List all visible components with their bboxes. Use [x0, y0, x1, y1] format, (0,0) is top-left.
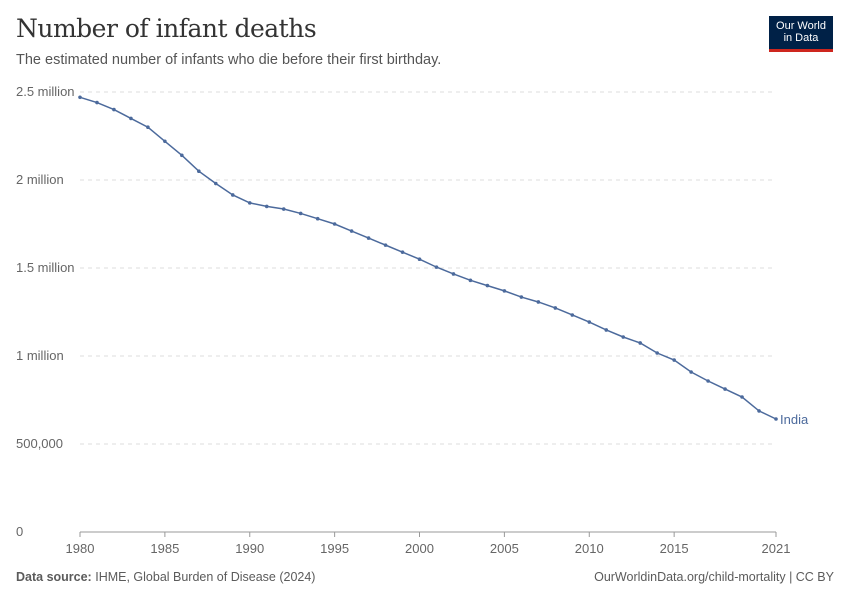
- source-text[interactable]: IHME, Global Burden of Disease (2024): [95, 570, 316, 584]
- x-tick-label: 2015: [660, 541, 689, 556]
- data-point: [451, 272, 456, 276]
- data-point: [281, 207, 286, 211]
- data-point: [502, 289, 507, 293]
- data-point: [757, 409, 761, 413]
- data-point: [604, 328, 609, 332]
- data-point: [553, 306, 558, 310]
- series-label: India: [780, 412, 809, 427]
- data-point: [723, 387, 727, 391]
- y-tick-label: 0: [16, 524, 23, 539]
- y-tick-label: 500,000: [16, 436, 63, 451]
- x-tick-label: 1995: [320, 541, 349, 556]
- data-point: [621, 335, 626, 339]
- x-tick-label: 1990: [235, 541, 264, 556]
- x-tick-label: 2021: [762, 541, 791, 556]
- data-point: [366, 236, 371, 240]
- x-tick-label: 2005: [490, 541, 519, 556]
- chart-subtitle: The estimated number of infants who die …: [16, 52, 442, 68]
- data-point: [519, 295, 524, 299]
- data-point: [587, 320, 592, 324]
- y-tick-label: 2 million: [16, 172, 64, 187]
- data-point: [163, 139, 167, 144]
- data-point: [468, 278, 473, 283]
- data-point: [95, 100, 99, 105]
- data-point: [332, 222, 337, 226]
- x-tick-label: 2000: [405, 541, 434, 556]
- data-point: [638, 341, 642, 345]
- data-point: [740, 395, 744, 399]
- series-line-india: [79, 96, 777, 420]
- data-point: [434, 265, 439, 269]
- data-source: Data source: IHME, Global Burden of Dise…: [16, 570, 315, 584]
- data-point: [230, 193, 235, 197]
- x-tick-label: 1985: [150, 541, 179, 556]
- data-point: [112, 107, 116, 112]
- data-point: [774, 417, 778, 421]
- data-point: [400, 250, 405, 254]
- y-tick-label: 2.5 million: [16, 84, 75, 99]
- x-tick-label: 1980: [66, 541, 95, 556]
- y-tick-label: 1.5 million: [16, 260, 75, 275]
- data-point: [197, 169, 201, 173]
- data-point: [129, 116, 133, 121]
- chart-title: Number of infant deaths: [16, 14, 317, 43]
- data-point: [706, 379, 710, 383]
- x-tick-label: 2010: [575, 541, 604, 556]
- data-point: [146, 125, 150, 129]
- data-point: [383, 243, 388, 247]
- data-point: [349, 229, 354, 233]
- y-tick-label: 1 million: [16, 348, 64, 363]
- footer-link[interactable]: OurWorldinData.org/child-mortality | CC …: [594, 570, 834, 584]
- data-point: [298, 211, 303, 216]
- source-label: Data source:: [16, 570, 92, 584]
- data-point: [485, 283, 490, 288]
- data-point: [417, 257, 422, 262]
- data-point: [689, 370, 693, 374]
- data-point: [180, 153, 184, 158]
- data-point: [672, 358, 676, 362]
- owid-logo[interactable]: Our World in Data: [769, 16, 833, 52]
- data-point: [214, 181, 218, 186]
- data-point: [655, 351, 659, 355]
- data-point: [247, 201, 252, 205]
- data-point: [315, 216, 320, 221]
- data-point: [78, 95, 82, 100]
- data-point: [570, 313, 575, 317]
- data-point: [264, 204, 269, 209]
- data-point: [536, 300, 541, 304]
